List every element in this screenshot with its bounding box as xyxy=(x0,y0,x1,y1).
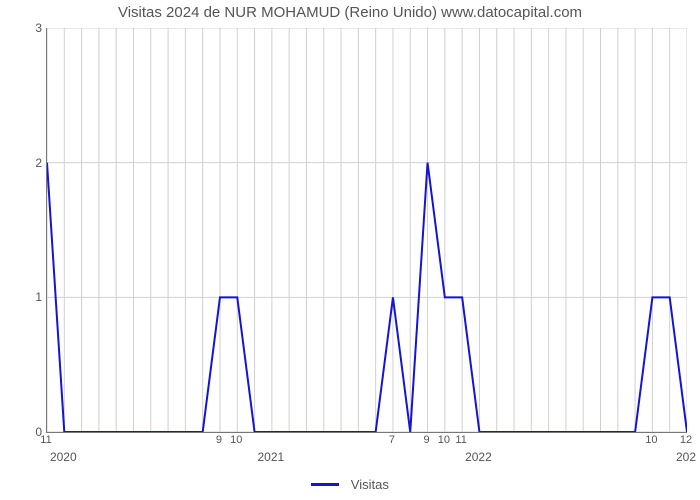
x-minor-tick-label: 10 xyxy=(438,434,450,446)
plot-area xyxy=(46,28,687,433)
y-tick-label: 2 xyxy=(35,156,42,170)
x-minor-tick-label: 10 xyxy=(230,434,242,446)
legend: Visitas xyxy=(0,476,700,492)
x-major-tick-label: 2020 xyxy=(50,450,77,464)
chart-title: Visitas 2024 de NUR MOHAMUD (Reino Unido… xyxy=(0,4,700,21)
x-minor-tick-label: 9 xyxy=(423,434,429,446)
x-minor-tick-label: 11 xyxy=(455,434,466,446)
x-major-tick-label: 2021 xyxy=(258,450,285,464)
x-major-tick-label: 2022 xyxy=(465,450,492,464)
y-tick-label: 1 xyxy=(35,290,42,304)
x-minor-tick-label: 11 xyxy=(40,434,51,446)
legend-label: Visitas xyxy=(351,477,389,492)
chart-container: Visitas 2024 de NUR MOHAMUD (Reino Unido… xyxy=(0,0,700,500)
x-minor-tick-label: 7 xyxy=(389,434,395,446)
gridlines xyxy=(47,28,687,432)
y-tick-label: 3 xyxy=(35,21,42,35)
x-minor-tick-label: 12 xyxy=(680,434,692,446)
x-minor-tick-label: 10 xyxy=(645,434,657,446)
plot-svg xyxy=(47,28,687,432)
legend-swatch xyxy=(311,483,339,486)
x-major-tick-label: 202 xyxy=(676,450,696,464)
x-minor-tick-label: 9 xyxy=(216,434,222,446)
